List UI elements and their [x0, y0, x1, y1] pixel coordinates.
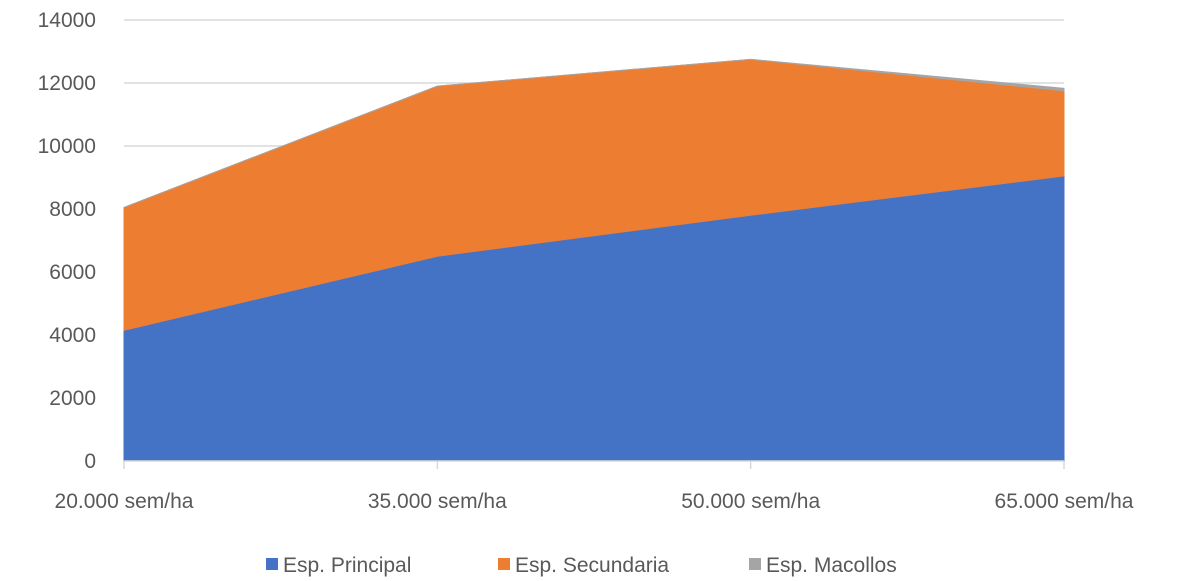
legend-swatch-esp-principal	[266, 558, 278, 570]
axes	[123, 460, 1065, 469]
y-tick-label: 10000	[38, 135, 96, 158]
x-tick-label: 50.000 sem/ha	[681, 490, 820, 513]
y-tick-label: 8000	[49, 198, 96, 221]
y-tick-label: 6000	[49, 261, 96, 284]
legend: Esp. Principal Esp. Secundaria Esp. Macoll…	[266, 554, 897, 577]
x-tick-label: 65.000 sem/ha	[995, 490, 1134, 513]
legend-label-esp-macollos: Esp. Macollos	[766, 554, 897, 577]
y-axis-tick-labels: 0 2000 4000 6000 8000 10000 12000 14000	[38, 9, 96, 473]
y-tick-label: 12000	[38, 72, 96, 95]
x-axis-tick-labels: 20.000 sem/ha 35.000 sem/ha 50.000 sem/ha 6…	[55, 490, 1134, 513]
legend-swatch-esp-secundaria	[498, 558, 510, 570]
legend-label-esp-secundaria: Esp. Secundaria	[515, 554, 669, 577]
y-tick-label: 0	[84, 450, 96, 473]
area-esp-macollos	[123, 58, 1065, 208]
y-tick-label: 2000	[49, 387, 96, 410]
legend-label-esp-principal: Esp. Principal	[283, 554, 411, 577]
x-tick-label: 20.000 sem/ha	[55, 490, 194, 513]
x-tick-label: 35.000 sem/ha	[368, 490, 507, 513]
y-tick-label: 14000	[38, 9, 96, 32]
y-tick-label: 4000	[49, 324, 96, 347]
legend-swatch-esp-macollos	[749, 558, 761, 570]
series-areas	[123, 58, 1065, 462]
